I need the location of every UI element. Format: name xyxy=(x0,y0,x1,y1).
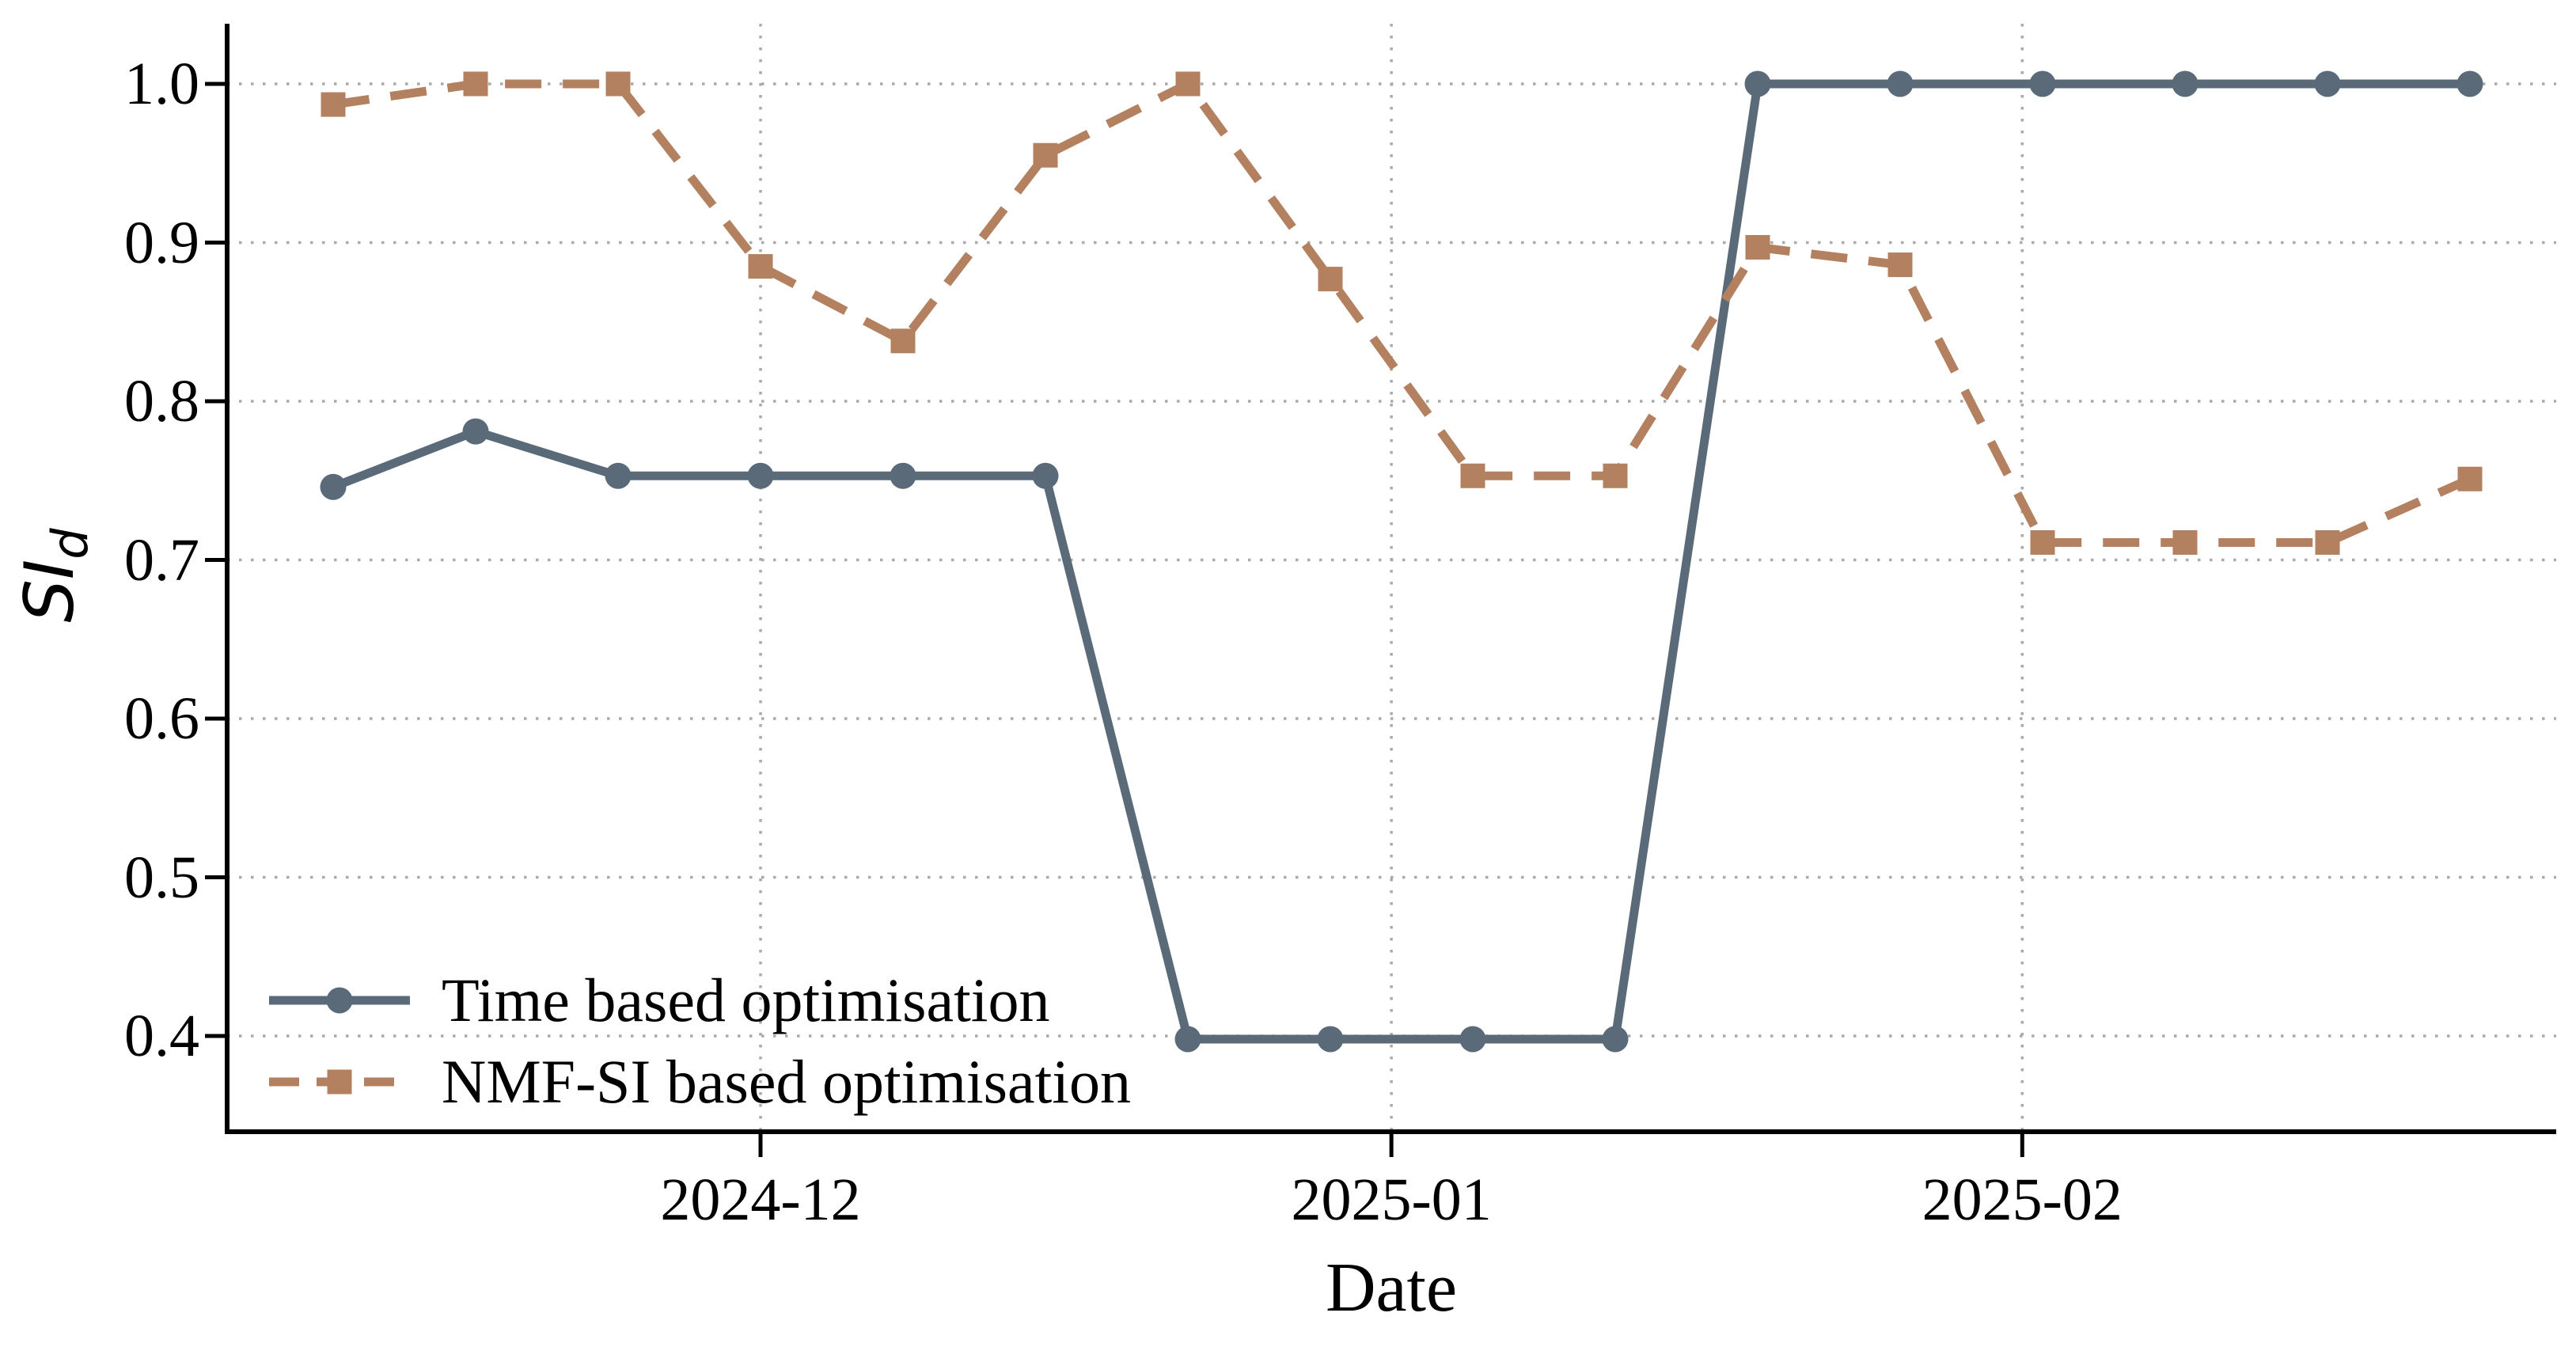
y-axis-title: SId xyxy=(6,484,99,666)
legend: Time based optimisation NMF-SI based opti… xyxy=(266,959,1131,1122)
legend-item-time-based: Time based optimisation xyxy=(266,959,1131,1041)
series-line-nmf-si xyxy=(332,79,2472,547)
series-line-time-based xyxy=(332,79,2470,1044)
y-axis-title-main: SI xyxy=(10,559,89,623)
data-point-marker xyxy=(1033,142,1058,168)
data-point-marker xyxy=(1744,70,1771,97)
x-tick-label: 2025-02 xyxy=(1922,1167,2123,1233)
y-tick-label: 1.0 xyxy=(124,51,199,117)
data-point-marker xyxy=(320,473,347,500)
y-tick-label: 0.7 xyxy=(124,526,199,594)
data-point-marker xyxy=(2029,70,2056,97)
data-point-marker xyxy=(2315,529,2340,555)
data-point-marker xyxy=(1887,252,1913,278)
y-tick-label: 0.5 xyxy=(124,844,199,911)
data-point-marker xyxy=(1317,1026,1344,1053)
data-point-marker xyxy=(1745,235,1770,260)
legend-line-circle-sample xyxy=(269,987,410,1013)
legend-label: Time based optimisation xyxy=(442,965,1050,1034)
x-axis-title: Date xyxy=(1325,1250,1458,1326)
legend-item-nmf-si: NMF-SI based optimisation xyxy=(266,1041,1131,1122)
data-point-marker xyxy=(1459,1026,1486,1053)
y-tick-label: 0.9 xyxy=(124,209,199,276)
data-point-marker xyxy=(1603,463,1628,488)
data-point-marker xyxy=(463,71,488,97)
data-point-marker xyxy=(747,462,774,489)
data-point-marker xyxy=(2172,70,2199,97)
data-point-marker xyxy=(890,462,916,489)
data-point-marker xyxy=(1602,1026,1629,1053)
data-point-marker xyxy=(1174,1026,1201,1053)
data-point-marker xyxy=(1032,462,1059,489)
x-tick-label: 2025-01 xyxy=(1291,1167,1492,1233)
data-point-marker xyxy=(2314,70,2341,97)
data-point-marker xyxy=(1887,70,1914,97)
data-point-marker xyxy=(2457,466,2483,491)
data-point-marker xyxy=(2456,70,2483,97)
data-point-marker xyxy=(1460,463,1485,488)
data-point-marker xyxy=(890,328,916,354)
legend-line-square-sample xyxy=(269,1069,410,1094)
data-point-marker xyxy=(2030,529,2055,555)
y-axis-title-subscript: d xyxy=(41,528,99,560)
data-point-marker xyxy=(462,418,489,445)
data-point-marker xyxy=(321,92,346,117)
data-point-marker xyxy=(1175,71,1201,97)
y-tick-label: 0.6 xyxy=(124,685,199,752)
data-point-marker xyxy=(1318,267,1343,292)
data-point-marker xyxy=(605,71,631,97)
data-point-marker xyxy=(748,254,773,279)
x-tick-label: 2024-12 xyxy=(660,1167,861,1233)
data-point-marker xyxy=(605,462,632,489)
y-tick-label: 0.8 xyxy=(124,368,199,434)
y-tick-label: 0.4 xyxy=(124,1003,199,1069)
data-point-marker xyxy=(2172,529,2198,555)
legend-label: NMF-SI based optimisation xyxy=(442,1046,1131,1116)
